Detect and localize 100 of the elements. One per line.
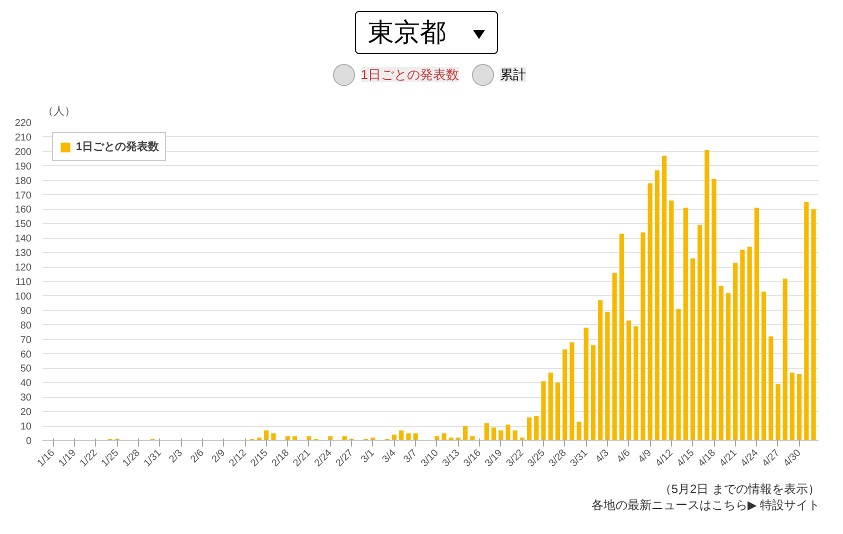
bar xyxy=(704,150,710,440)
bar xyxy=(555,382,560,440)
bar xyxy=(797,374,802,440)
bar xyxy=(626,320,632,440)
y-tick-label: 100 xyxy=(14,291,32,302)
bar xyxy=(776,384,780,440)
x-tick-label: 2/12 xyxy=(227,447,250,470)
chart-title: 東京都 xyxy=(354,11,498,54)
y-tick-label: 70 xyxy=(20,334,32,346)
text: 累計 xyxy=(500,66,526,82)
bar xyxy=(306,436,312,440)
bar xyxy=(612,272,617,440)
bar xyxy=(442,433,446,440)
bar xyxy=(754,208,759,440)
y-tick-label: 90 xyxy=(20,306,32,317)
x-tick-label: 4/9 xyxy=(636,447,654,466)
x-tick-label: 1/19 xyxy=(56,447,79,470)
y-axis-title: （人） xyxy=(42,106,76,118)
text: （5月2日 までの情報を表示） xyxy=(659,482,820,496)
bar xyxy=(271,433,276,440)
bar xyxy=(619,234,624,440)
legend-label: 1日ごとの発表数 xyxy=(76,140,160,154)
bar xyxy=(690,258,696,440)
x-tick-label: 2/6 xyxy=(188,447,207,466)
bar xyxy=(590,345,596,440)
x-tick-label: 4/21 xyxy=(718,447,740,470)
bar xyxy=(740,250,745,440)
x-tick-label: 4/12 xyxy=(654,447,676,470)
bar xyxy=(712,178,716,440)
x-tick-label: 1/31 xyxy=(142,447,164,470)
bar xyxy=(491,427,496,440)
bar xyxy=(811,209,816,440)
x-tick-label: 1/16 xyxy=(36,447,58,470)
x-tick-label: 2/24 xyxy=(312,447,334,470)
y-tick-label: 170 xyxy=(14,190,32,202)
bar xyxy=(804,202,809,440)
x-tick-label: 3/22 xyxy=(504,447,526,470)
x-tick-label: 4/3 xyxy=(594,447,612,466)
bar xyxy=(747,246,752,440)
y-tick-label: 30 xyxy=(20,392,32,404)
bar xyxy=(548,372,553,440)
bar xyxy=(342,436,347,440)
y-tick-label: 80 xyxy=(20,320,32,332)
x-tick-label: 4/30 xyxy=(782,447,804,470)
bar xyxy=(598,300,603,440)
y-tick-label: 120 xyxy=(14,262,32,274)
bar xyxy=(576,422,582,440)
bar xyxy=(718,286,724,440)
bar xyxy=(534,416,539,440)
y-tick-label: 110 xyxy=(16,277,32,288)
x-tick-label: 3/16 xyxy=(462,447,484,470)
text: 1日ごとの発表数 xyxy=(360,66,459,82)
x-tick-label: 4/24 xyxy=(739,447,761,470)
bar xyxy=(634,326,638,440)
y-tick-label: 20 xyxy=(20,407,32,418)
y-tick-label: 190 xyxy=(14,161,32,172)
bar xyxy=(726,293,731,440)
bar xyxy=(698,225,702,440)
bar xyxy=(399,430,404,440)
y-tick-label: 140 xyxy=(14,234,32,245)
x-tick-label: 4/18 xyxy=(696,447,718,470)
y-tick-label: 160 xyxy=(14,204,32,216)
x-tick-label: 2/3 xyxy=(167,447,186,466)
bar xyxy=(605,312,610,440)
y-tick-label: 220 xyxy=(14,118,32,129)
x-tick-label: 3/31 xyxy=(568,447,590,470)
x-tick-label: 4/15 xyxy=(675,447,697,470)
y-tick-label: 150 xyxy=(14,219,32,230)
bar xyxy=(463,426,468,440)
x-tick-label: 1/22 xyxy=(78,447,100,470)
bar xyxy=(654,170,660,440)
bar xyxy=(484,423,489,440)
x-tick-label: 3/13 xyxy=(440,447,462,470)
x-tick-label: 2/9 xyxy=(210,447,228,466)
x-tick-label: 4/27 xyxy=(760,447,782,470)
bar xyxy=(733,262,738,440)
x-tick-label: 2/18 xyxy=(270,447,292,470)
y-tick-label: 130 xyxy=(14,248,32,260)
y-tick-label: 40 xyxy=(20,378,32,390)
bar xyxy=(662,156,667,440)
y-tick-label: 200 xyxy=(14,146,32,158)
text: 各地の最新ニュースはこちら▶ 特設サイト xyxy=(591,498,820,512)
x-tick-label: 3/10 xyxy=(419,447,442,470)
x-tick-label: 4/6 xyxy=(615,447,633,466)
bar xyxy=(541,381,546,440)
y-tick-label: 180 xyxy=(14,176,32,187)
bar xyxy=(640,232,646,440)
bar xyxy=(562,349,568,440)
bar xyxy=(506,424,510,440)
x-tick-label: 1/28 xyxy=(120,447,143,470)
bar xyxy=(669,200,674,440)
x-tick-label: 3/1 xyxy=(359,447,378,466)
bar xyxy=(470,436,475,440)
x-tick-label: 3/19 xyxy=(483,447,506,470)
bar xyxy=(683,208,688,440)
bar xyxy=(790,372,795,440)
bar xyxy=(526,417,532,440)
bar xyxy=(570,342,574,440)
x-tick-label: 3/7 xyxy=(402,447,420,466)
bar xyxy=(768,336,774,440)
